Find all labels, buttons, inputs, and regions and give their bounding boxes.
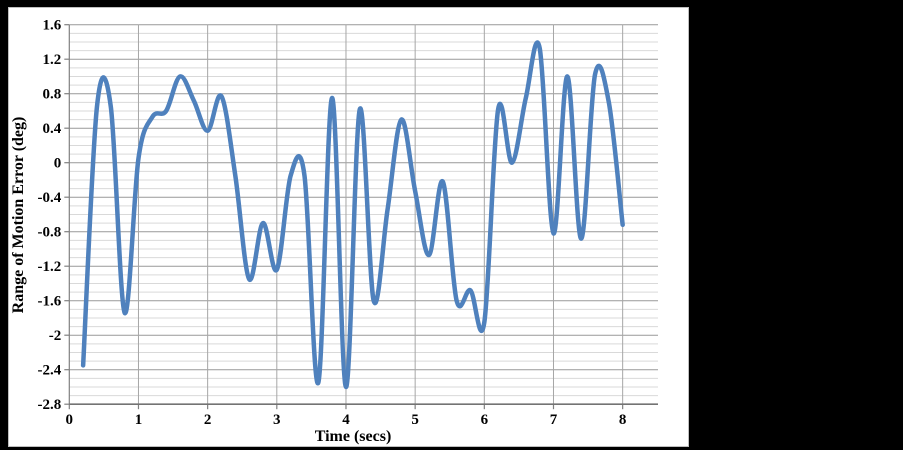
- x-tick-label: 5: [411, 412, 419, 428]
- y-tick-label: -2.4: [38, 363, 62, 379]
- x-axis-title: Time (secs): [315, 428, 392, 445]
- y-tick-label: 0.8: [43, 87, 62, 103]
- x-tick-label: 4: [342, 412, 350, 428]
- data-line-series: [80, 40, 625, 390]
- y-tick-label: -0.8: [38, 225, 62, 241]
- x-tick-label: 6: [481, 412, 489, 428]
- x-tick-label: 3: [273, 412, 281, 428]
- y-tick-label: -2: [49, 328, 62, 344]
- y-tick-label: -1.2: [38, 259, 62, 275]
- y-axis-title: Range of Motion Error (deg): [10, 117, 27, 314]
- chart-card: 1.6 1.2 0.8 0.4 0 -0.4 -0.8 -1.2 -1.6 -2 -2.4 -2.8 0…: [8, 7, 689, 447]
- tick-labels-layer: 1.61.20.80.40-0.4-0.8-1.2-1.6-2-2.4-2.80…: [38, 18, 627, 429]
- y-tick-label: 0: [54, 156, 62, 172]
- y-tick-label: -0.4: [38, 190, 62, 206]
- chart-svg: 1.61.20.80.40-0.4-0.8-1.2-1.6-2-2.4-2.80…: [10, 18, 658, 445]
- y-tick-label: -2.8: [38, 397, 62, 413]
- x-tick-label: 7: [550, 412, 558, 428]
- y-tick-label: 0.4: [43, 121, 62, 137]
- axes-layer: [64, 24, 658, 410]
- y-tick-label: 1.2: [43, 52, 62, 68]
- y-tick-label: 1.6: [43, 18, 62, 34]
- x-tick-label: 2: [204, 412, 212, 428]
- y-tick-label: -1.6: [38, 294, 62, 310]
- x-tick-label: 0: [66, 412, 74, 428]
- x-tick-label: 8: [619, 412, 627, 428]
- x-tick-label: 1: [135, 412, 143, 428]
